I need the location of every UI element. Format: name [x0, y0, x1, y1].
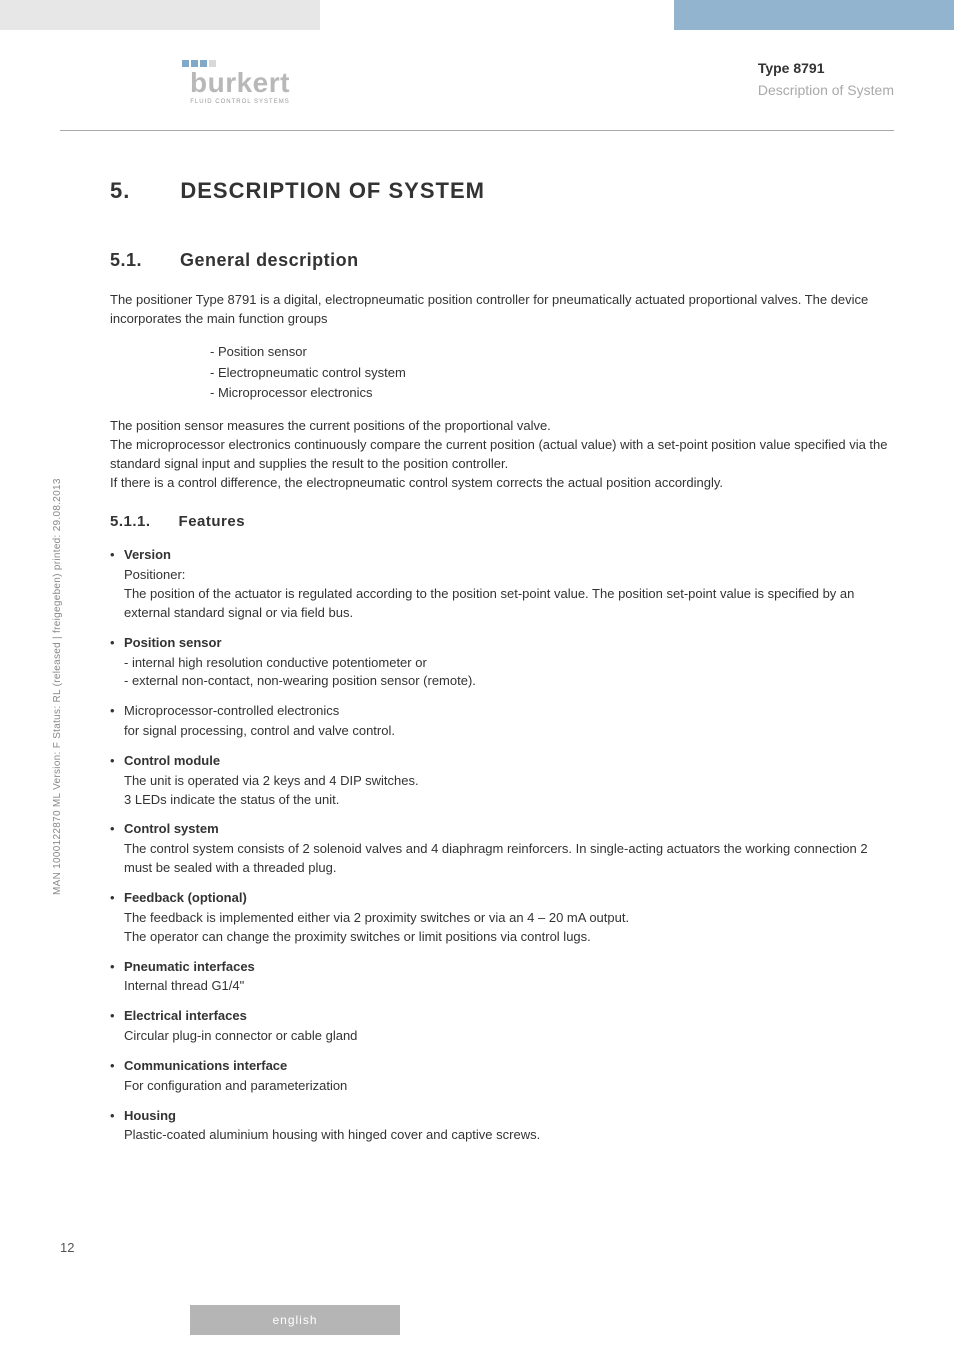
- h3-title: Features: [179, 511, 246, 533]
- feature-line: Circular plug-in connector or cable glan…: [124, 1027, 894, 1046]
- header-gray-block: [0, 0, 320, 30]
- feature-head: Electrical interfaces: [124, 1008, 247, 1023]
- feature-body: Plastic-coated aluminium housing with hi…: [124, 1126, 894, 1145]
- h2-title: General description: [180, 247, 359, 273]
- feature-body: The control system consists of 2 solenoi…: [124, 840, 894, 878]
- heading-3: 5.1.1. Features: [110, 511, 894, 533]
- feature-microprocessor: Microprocessor-controlled electronics fo…: [110, 702, 894, 741]
- feature-line: - internal high resolution conductive po…: [124, 654, 894, 673]
- desc-line: The microprocessor electronics continuou…: [110, 437, 888, 471]
- h2-number: 5.1.: [110, 247, 142, 273]
- logo-text: burkert: [190, 69, 290, 97]
- logo-subtitle: FLUID CONTROL SYSTEMS: [190, 99, 289, 105]
- feature-line: The operator can change the proximity sw…: [124, 928, 894, 947]
- feature-line: The position of the actuator is regulate…: [124, 585, 894, 623]
- feature-head: Pneumatic interfaces: [124, 959, 255, 974]
- feature-line: 3 LEDs indicate the status of the unit.: [124, 791, 894, 810]
- feature-head: Position sensor: [124, 635, 222, 650]
- feature-body: For configuration and parameterization: [124, 1077, 894, 1096]
- feature-body: Internal thread G1/4": [124, 977, 894, 996]
- feature-body: The feedback is implemented either via 2…: [124, 909, 894, 947]
- feature-feedback: Feedback (optional) The feedback is impl…: [110, 889, 894, 947]
- feature-line: Positioner:: [124, 566, 894, 585]
- feature-electrical-interfaces: Electrical interfaces Circular plug-in c…: [110, 1007, 894, 1046]
- feature-body: The unit is operated via 2 keys and 4 DI…: [124, 772, 894, 810]
- footer-language-band: english: [190, 1305, 400, 1335]
- feature-body: for signal processing, control and valve…: [124, 722, 894, 741]
- desc-line: The position sensor measures the current…: [110, 418, 551, 433]
- feature-line: The unit is operated via 2 keys and 4 DI…: [124, 772, 894, 791]
- feature-head: Version: [124, 547, 171, 562]
- feature-line: for signal processing, control and valve…: [124, 722, 894, 741]
- feature-line: For configuration and parameterization: [124, 1077, 894, 1096]
- h1-number: 5.: [110, 175, 130, 207]
- list-item: - Position sensor: [210, 343, 894, 362]
- feature-line: The control system consists of 2 solenoi…: [124, 840, 894, 878]
- feature-communications-interface: Communications interface For configurati…: [110, 1057, 894, 1096]
- feature-head: Microprocessor-controlled electronics: [124, 703, 339, 718]
- feature-line: The feedback is implemented either via 2…: [124, 909, 894, 928]
- feature-control-system: Control system The control system consis…: [110, 820, 894, 878]
- feature-body: Positioner: The position of the actuator…: [124, 566, 894, 623]
- doc-header-right: Type 8791 Description of System: [758, 60, 894, 98]
- feature-position-sensor: Position sensor - internal high resoluti…: [110, 634, 894, 692]
- page-number: 12: [60, 1240, 74, 1255]
- heading-1: 5. DESCRIPTION OF SYSTEM: [110, 175, 894, 207]
- feature-body: Circular plug-in connector or cable glan…: [124, 1027, 894, 1046]
- description-paragraph: The position sensor measures the current…: [110, 417, 894, 492]
- list-item: - Microprocessor electronics: [210, 384, 894, 403]
- feature-line: - external non-contact, non-wearing posi…: [124, 672, 894, 691]
- page-content: 5. DESCRIPTION OF SYSTEM 5.1. General de…: [110, 175, 894, 1156]
- feature-head: Housing: [124, 1108, 176, 1123]
- feature-line: Plastic-coated aluminium housing with hi…: [124, 1126, 894, 1145]
- h1-title: DESCRIPTION OF SYSTEM: [180, 175, 485, 207]
- h3-number: 5.1.1.: [110, 511, 151, 533]
- header-bar: burkert FLUID CONTROL SYSTEMS Type 8791 …: [0, 0, 954, 130]
- side-metadata-label: MAN 1000122870 ML Version: F Status: RL …: [52, 478, 63, 895]
- feature-head: Control system: [124, 821, 219, 836]
- doc-type-label: Type 8791: [758, 60, 894, 76]
- brand-logo: burkert FLUID CONTROL SYSTEMS: [190, 60, 290, 105]
- header-rule: [60, 130, 894, 131]
- feature-pneumatic-interfaces: Pneumatic interfaces Internal thread G1/…: [110, 958, 894, 997]
- function-groups-list: - Position sensor - Electropneumatic con…: [210, 343, 894, 404]
- feature-control-module: Control module The unit is operated via …: [110, 752, 894, 810]
- feature-version: Version Positioner: The position of the …: [110, 546, 894, 622]
- doc-section-label: Description of System: [758, 82, 894, 98]
- feature-head: Feedback (optional): [124, 890, 247, 905]
- intro-paragraph: The positioner Type 8791 is a digital, e…: [110, 291, 894, 329]
- feature-housing: Housing Plastic-coated aluminium housing…: [110, 1107, 894, 1146]
- heading-2: 5.1. General description: [110, 247, 894, 273]
- feature-head: Communications interface: [124, 1058, 287, 1073]
- feature-body: - internal high resolution conductive po…: [124, 654, 894, 692]
- list-item: - Electropneumatic control system: [210, 364, 894, 383]
- features-list: Version Positioner: The position of the …: [110, 546, 894, 1145]
- feature-line: Internal thread G1/4": [124, 977, 894, 996]
- desc-line: If there is a control difference, the el…: [110, 475, 723, 490]
- footer-language: english: [272, 1313, 317, 1327]
- header-blue-block: [674, 0, 954, 30]
- logo-mark-icon: [182, 60, 216, 67]
- feature-head: Control module: [124, 753, 220, 768]
